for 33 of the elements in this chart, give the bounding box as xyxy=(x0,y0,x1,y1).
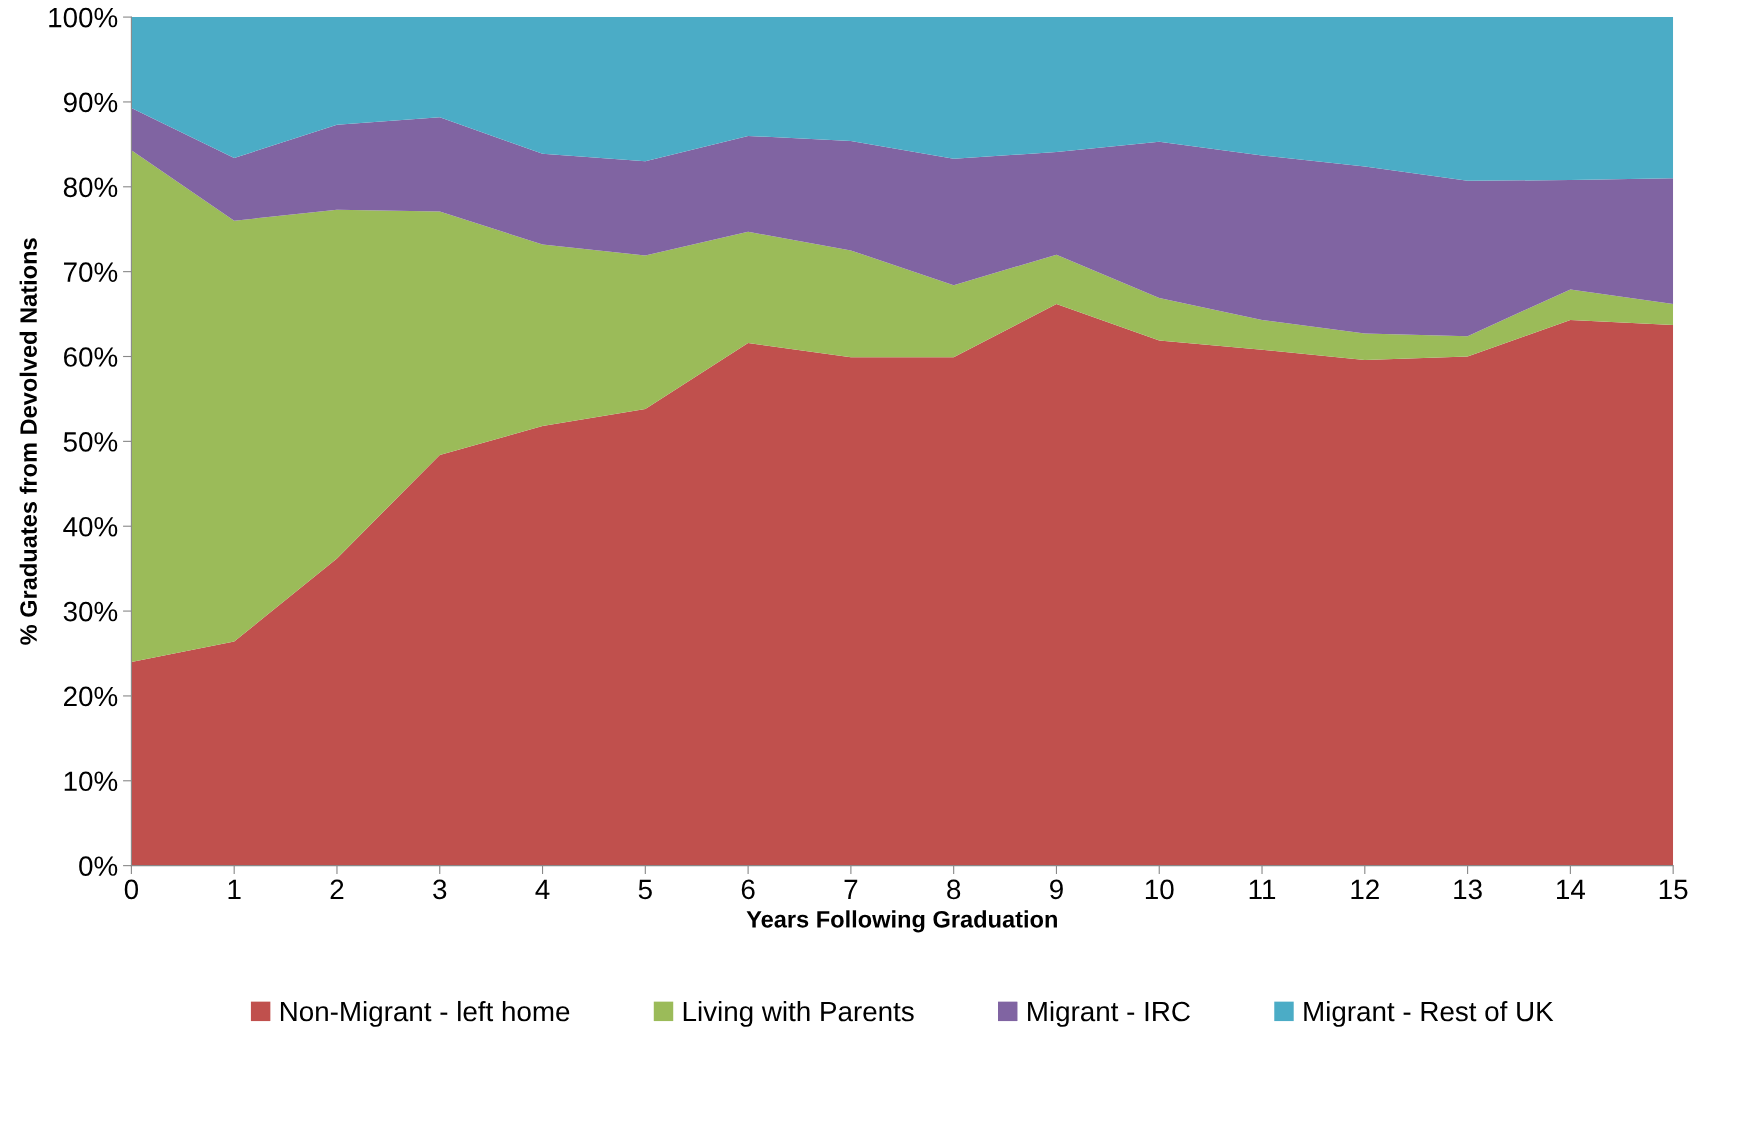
x-tick-label: 13 xyxy=(1454,879,1482,900)
y-tick-label: 10% xyxy=(64,771,118,792)
y-tick-label: 20% xyxy=(64,686,118,707)
legend-label: Living with Parents xyxy=(683,1000,914,1027)
y-tick-label: 60% xyxy=(64,347,118,367)
x-tick-label: 4 xyxy=(535,879,550,899)
y-axis-title: % Graduates from Devolved Nations xyxy=(19,238,37,645)
x-tick-label: 6 xyxy=(741,879,755,900)
x-tick-label: 7 xyxy=(844,879,858,899)
x-tick-label: 15 xyxy=(1659,879,1688,900)
y-tick-label: 40% xyxy=(63,516,118,537)
x-tick-label: 1 xyxy=(228,879,241,899)
x-tick-label: 0 xyxy=(124,879,139,900)
y-tick-label: 100% xyxy=(49,7,118,28)
y-tick-label: 80% xyxy=(63,177,118,198)
y-tick-label: 50% xyxy=(63,432,118,452)
x-tick-label: 9 xyxy=(1050,879,1063,900)
x-tick-label: 5 xyxy=(638,879,652,900)
y-tick-label: 0% xyxy=(79,856,118,876)
x-tick-label: 14 xyxy=(1557,879,1586,899)
x-tick-label: 2 xyxy=(330,879,344,899)
legend-label: Migrant - Rest of UK xyxy=(1304,1000,1554,1027)
x-tick-label: 12 xyxy=(1351,879,1379,899)
legend-label: Non-Migrant - left home xyxy=(280,1000,570,1027)
x-tick-label: 11 xyxy=(1249,879,1276,899)
y-tick-label: 90% xyxy=(63,92,118,113)
x-tick-label: 10 xyxy=(1145,879,1174,900)
x-axis-title: Years Following Graduation xyxy=(746,910,1057,933)
y-tick-label: 30% xyxy=(63,601,118,622)
x-tick-label: 8 xyxy=(947,879,961,900)
x-tick-label: 3 xyxy=(433,879,447,900)
legend-label: Migrant - IRC xyxy=(1028,1000,1190,1027)
y-tick-label: 70% xyxy=(64,262,118,282)
